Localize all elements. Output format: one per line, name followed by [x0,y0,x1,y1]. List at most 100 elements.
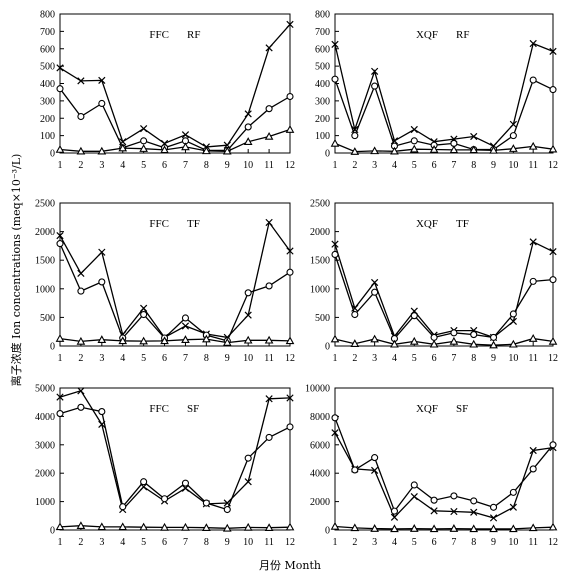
y-tick-label: 300 [40,96,55,107]
circle-marker [430,496,438,504]
circle-marker [351,466,359,474]
cross-marker [181,131,190,139]
series-2 [331,414,557,515]
x-tick-label: 5 [141,353,146,364]
circle-marker [390,507,399,515]
triangle-marker [509,524,518,533]
triangle-marker [97,335,107,343]
x-tick-label: 11 [528,353,538,364]
circle-marker [450,492,458,500]
triangle-marker [243,137,253,145]
cross-marker [56,64,64,72]
circle-marker [410,481,418,489]
series-1 [56,387,294,514]
circle-marker [331,250,339,259]
x-tick-label: 5 [412,353,417,364]
y-tick-label: 6000 [310,440,330,451]
circle-marker [56,240,64,248]
triangle-marker [160,522,169,531]
x-tick-label: 9 [225,353,230,364]
x-tick-label: 9 [491,353,496,364]
plot-frame [59,202,291,347]
y-tick-label: 0 [325,526,330,537]
triangle-marker [509,144,518,152]
x-tick-label: 5 [141,160,146,171]
circle-marker [119,503,127,511]
triangle-marker [528,334,538,342]
x-tick-label: 12 [285,353,295,364]
plot-frame [334,387,554,531]
y-tick-label: 5000 [35,384,55,395]
panel-title-flow: TF [187,218,200,230]
x-tick-label: 10 [243,353,253,364]
cross-marker [430,507,438,515]
y-tick-label: 2000 [35,469,55,480]
x-tick-label: 2 [78,537,83,548]
cross-marker [410,493,418,501]
triangle-marker [548,144,558,153]
triangle-marker [222,338,232,346]
series-2 [56,403,294,514]
series-2 [56,85,294,154]
x-tick-label: 6 [432,537,437,548]
x-tick-label: 3 [99,537,104,548]
x-tick-label: 11 [264,353,274,364]
cross-marker [140,304,148,312]
x-tick-label: 2 [352,160,357,171]
cross-marker [331,240,339,248]
triangle-marker [449,524,459,532]
series-2 [331,75,557,154]
triangle-marker [118,522,128,531]
x-tick-label: 12 [285,160,295,171]
x-tick-label: 3 [372,353,377,364]
x-tick-label: 4 [392,537,397,548]
cross-marker [77,387,85,395]
cross-marker [98,76,106,84]
cross-marker [509,503,517,511]
cross-marker [286,394,294,402]
plot-frame [59,13,291,154]
x-tick-label: 1 [58,537,63,548]
series-3 [55,125,295,155]
triangle-marker [202,334,211,343]
series-line [59,220,291,339]
circle-marker [351,310,359,319]
triangle-marker [469,339,479,348]
cross-marker [265,395,273,403]
circle-marker [265,433,273,441]
circle-marker [181,314,190,322]
triangle-marker [429,144,439,153]
cross-marker [244,311,252,319]
triangle-marker [285,336,295,345]
x-tick-label: 8 [471,160,476,171]
y-tick-label: 2000 [35,227,55,238]
series-line [334,337,554,346]
y-tick-label: 600 [315,44,330,55]
series-2 [331,250,557,343]
cross-marker [529,238,537,246]
triangle-marker [330,138,340,147]
series-line [59,23,291,148]
series-line [334,240,554,339]
x-tick-label: 1 [58,160,63,171]
triangle-marker [330,521,340,530]
triangle-marker [370,334,379,343]
cross-marker [244,110,252,118]
x-tick-label: 8 [204,160,209,171]
y-tick-label: 100 [315,131,330,142]
cross-marker [56,393,64,401]
panel-title-flow: SF [187,403,199,415]
cross-marker [265,44,273,52]
x-axis-label: 月份 Month [259,559,321,572]
circle-marker [489,333,498,341]
series-line [59,390,291,511]
circle-marker [140,478,148,486]
x-tick-label: 1 [333,160,338,171]
x-tick-label: 4 [392,353,397,364]
x-tick-label: 7 [451,160,456,171]
triangle-marker [243,522,253,531]
